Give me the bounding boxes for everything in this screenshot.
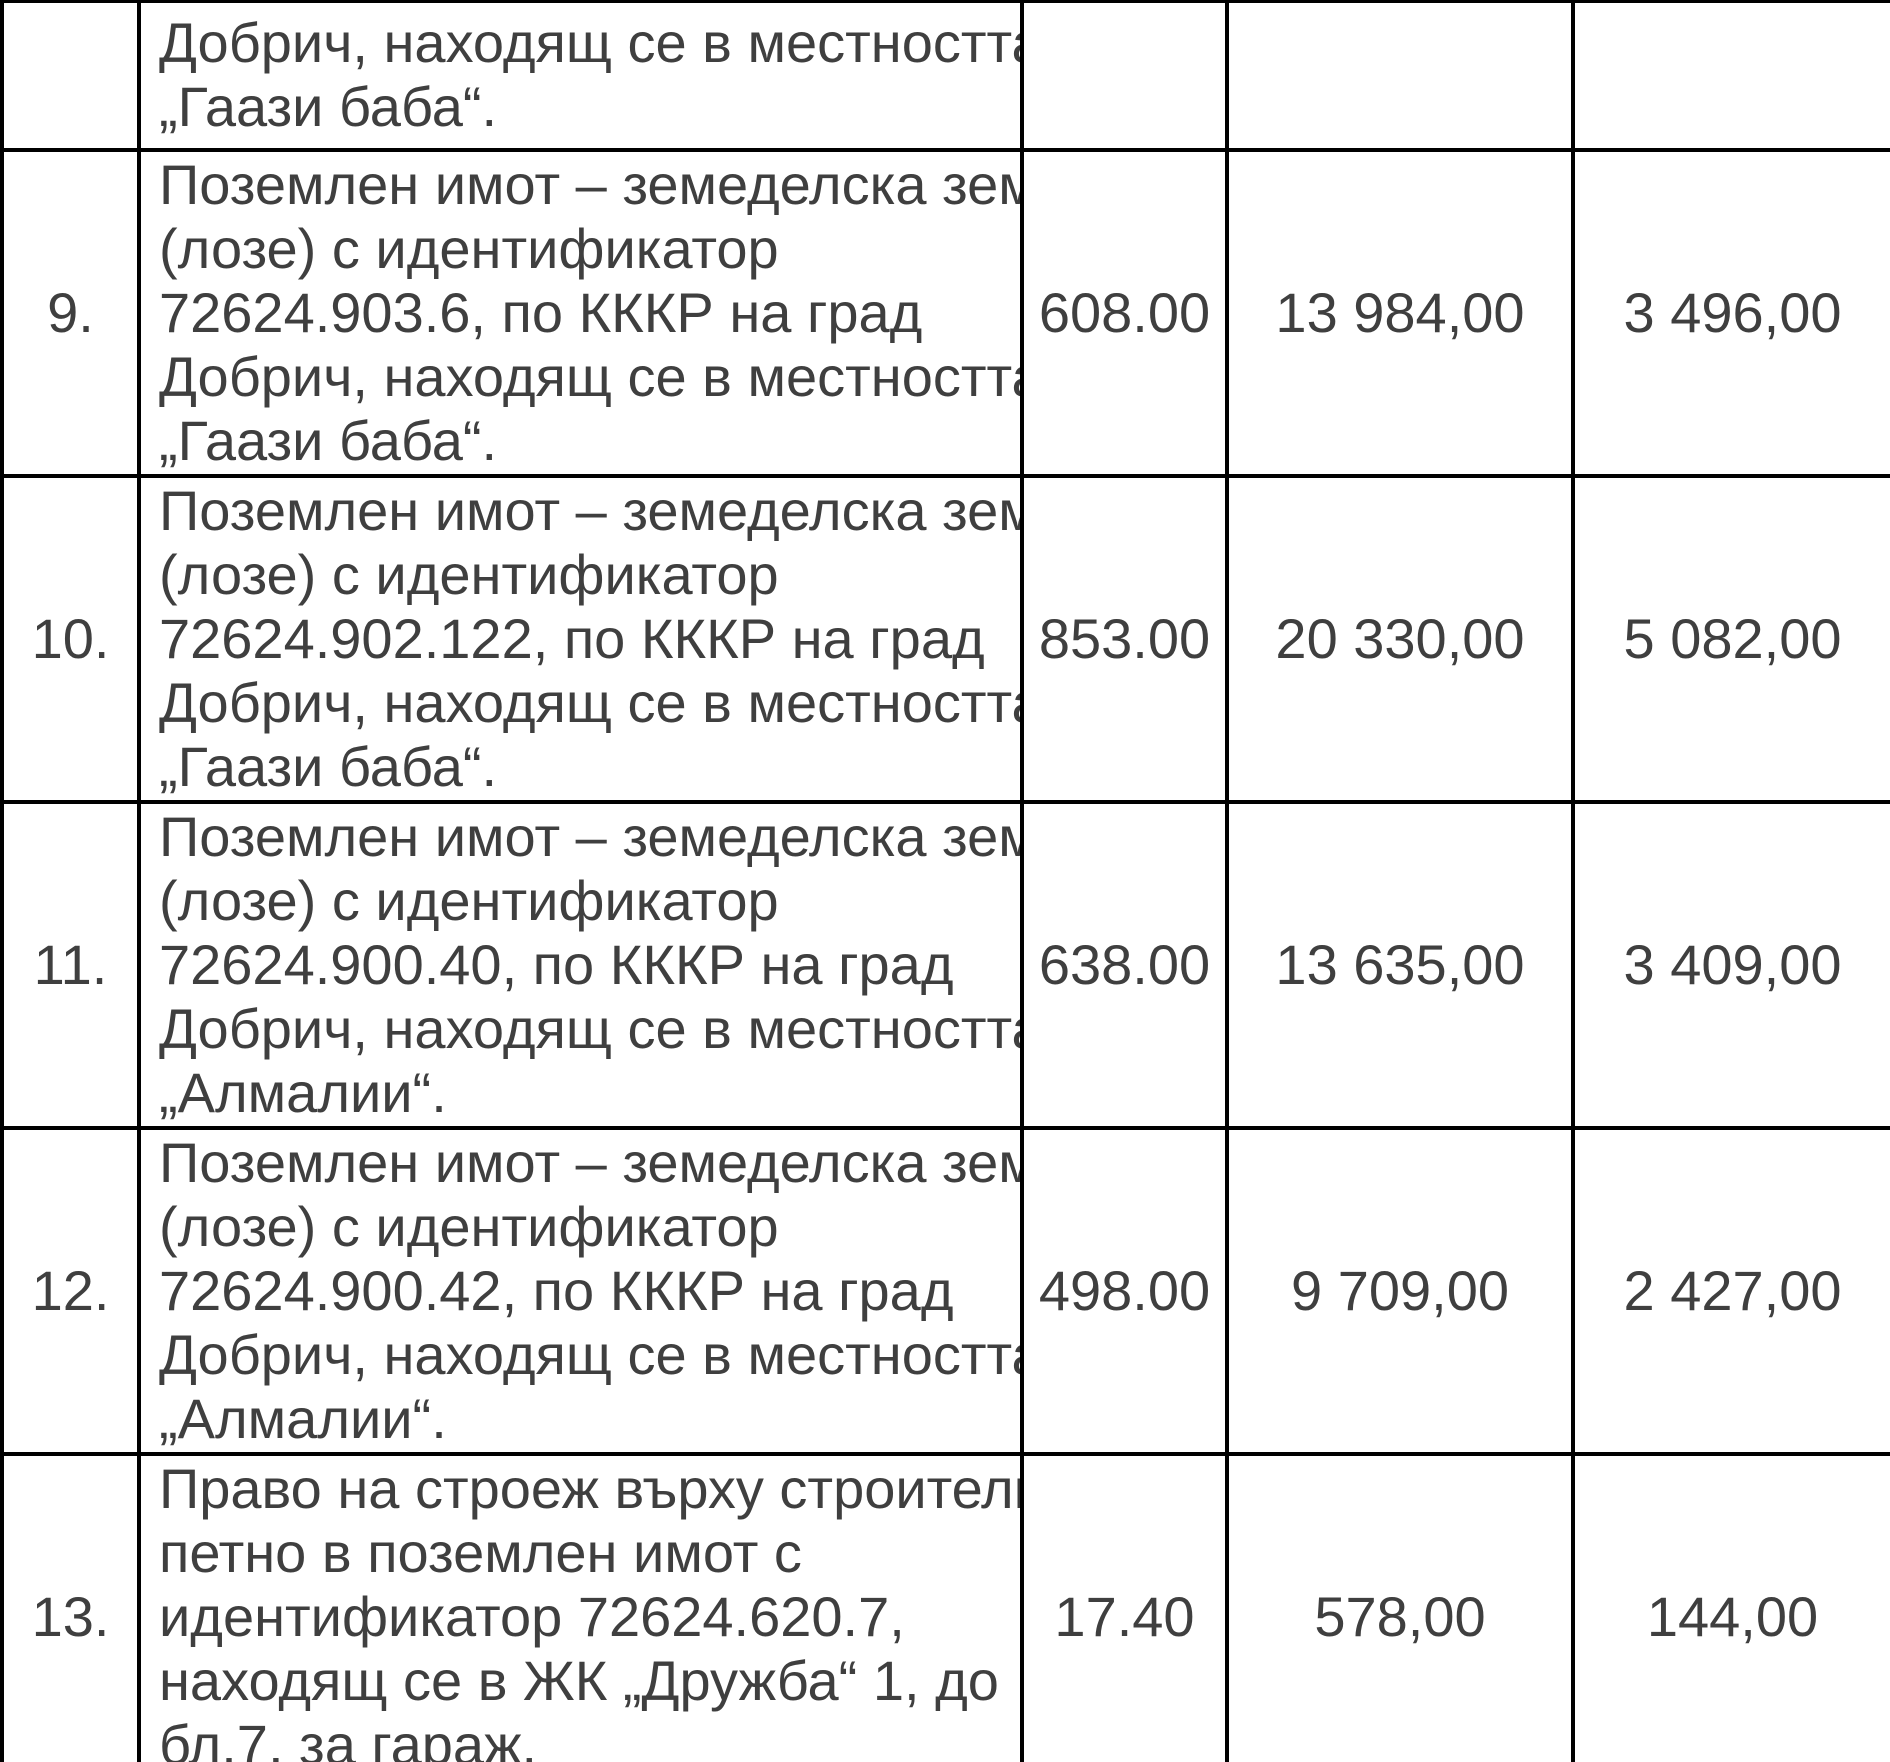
description-cell: Поземлен имот – земеделска земя (лозе) с… [137,473,1024,804]
quantity-cell: 17.40 [1020,1451,1229,1762]
description-cell: Право на строеж върху строително петно в… [137,1451,1024,1762]
table-row-12: 12. Поземлен имот – земеделска земя (лоз… [0,1125,1890,1456]
description-cell: Поземлен имот – земеделска земя (лозе) с… [137,1125,1024,1456]
amount-cell-2: 3 496,00 [1571,147,1890,478]
amount-cell-2 [1571,0,1890,152]
amount-cell-2: 144,00 [1571,1451,1890,1762]
row-number-cell: 13. [0,1451,141,1762]
amount-cell-1: 13 635,00 [1225,799,1575,1130]
quantity-cell: 638.00 [1020,799,1229,1130]
amount-cell-1: 13 984,00 [1225,147,1575,478]
amount-cell-1: 578,00 [1225,1451,1575,1762]
description-cell: Поземлен имот – земеделска земя (лозе) с… [137,147,1024,478]
table-row-13: 13. Право на строеж върху строително пет… [0,1451,1890,1762]
amount-cell-1: 20 330,00 [1225,473,1575,804]
amount-cell-1 [1225,0,1575,152]
row-number-cell: 11. [0,799,141,1130]
row-number-cell: 10. [0,473,141,804]
table-row-11: 11. Поземлен имот – земеделска земя (лоз… [0,799,1890,1130]
description-cell: Поземлен имот – земеделска земя (лозе) с… [137,799,1024,1130]
row-number-cell [0,0,141,152]
row-number-cell: 9. [0,147,141,478]
amount-cell-2: 2 427,00 [1571,1125,1890,1456]
quantity-cell: 853.00 [1020,473,1229,804]
table-row-10: 10. Поземлен имот – земеделска земя (лоз… [0,473,1890,804]
amount-cell-2: 5 082,00 [1571,473,1890,804]
quantity-cell [1020,0,1229,152]
amount-cell-2: 3 409,00 [1571,799,1890,1130]
table-row-9: 9. Поземлен имот – земеделска земя (лозе… [0,147,1890,478]
quantity-cell: 498.00 [1020,1125,1229,1456]
quantity-cell: 608.00 [1020,147,1229,478]
description-cell: Добрич, находящ се в местността „Гаази б… [137,0,1024,152]
row-number-cell: 12. [0,1125,141,1456]
table-row-partial: Добрич, находящ се в местността „Гаази б… [0,0,1890,152]
amount-cell-1: 9 709,00 [1225,1125,1575,1456]
